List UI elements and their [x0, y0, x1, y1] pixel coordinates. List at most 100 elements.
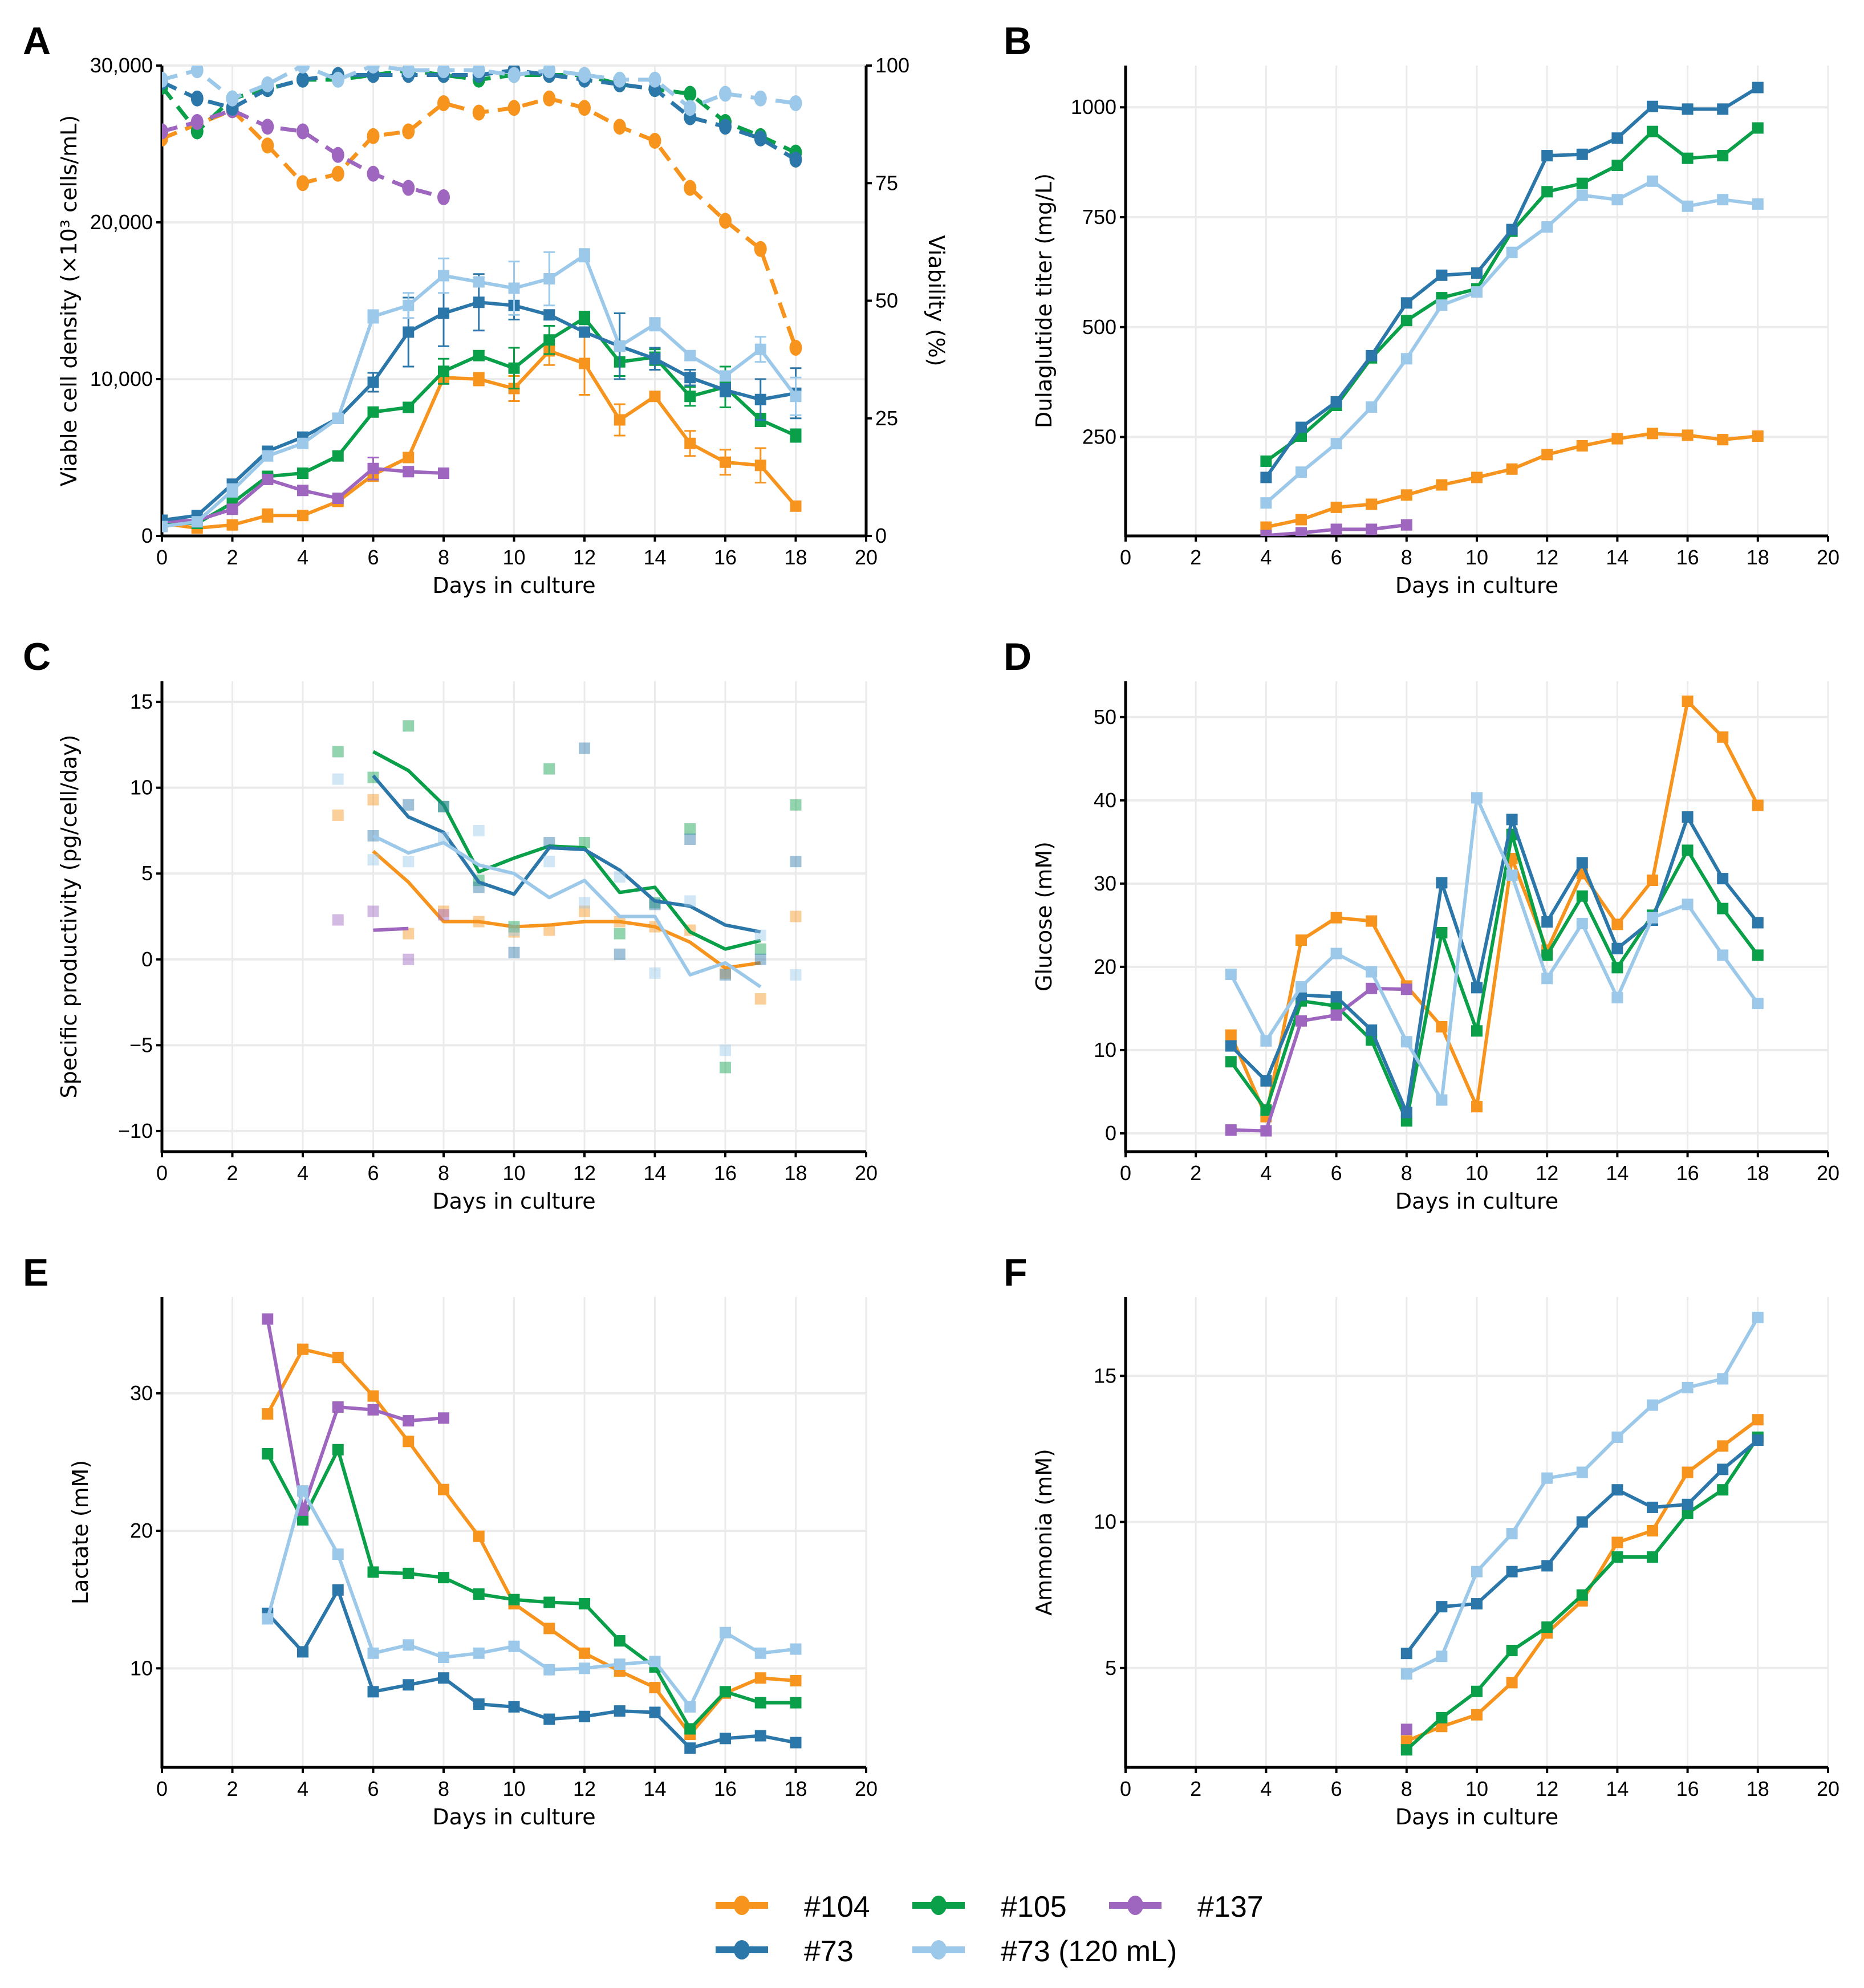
x-tick-label: 12: [573, 1777, 596, 1800]
data-point: [332, 1444, 344, 1456]
data-point: [1436, 1721, 1448, 1733]
data-point-raw: [790, 969, 802, 981]
data-point: [649, 1706, 661, 1718]
data-point: [332, 412, 344, 424]
data-point: [1330, 991, 1342, 1003]
data-point: [1330, 1009, 1342, 1021]
data-point: [1296, 514, 1307, 526]
data-point: [438, 1572, 449, 1584]
x-tick-label: 10: [502, 546, 525, 569]
data-point: [262, 510, 274, 522]
data-point: [754, 1730, 766, 1742]
data-point: [720, 1733, 731, 1745]
x-tick-label: 14: [1606, 1161, 1629, 1185]
data-point: [579, 326, 590, 338]
data-point: [1576, 1466, 1588, 1478]
data-point: [1682, 899, 1694, 910]
series-s73: [1260, 82, 1764, 483]
x-tick-label: 10: [1465, 546, 1488, 569]
data-point-raw: [438, 831, 449, 843]
data-point: [790, 500, 802, 512]
data-point: [1682, 1381, 1694, 1393]
data-point: [367, 128, 380, 144]
data-point: [1296, 1015, 1307, 1027]
x-tick-label: 10: [502, 1161, 525, 1185]
data-point: [1752, 1311, 1764, 1323]
data-point: [472, 104, 485, 121]
data-point-raw: [367, 854, 379, 866]
data-point: [543, 1713, 555, 1725]
y-tick-label: 1000: [1071, 95, 1116, 119]
x-axis-title: Days in culture: [1395, 573, 1558, 598]
data-point: [720, 1686, 731, 1698]
data-point: [1471, 286, 1483, 298]
data-point: [403, 401, 415, 413]
data-point: [1436, 269, 1448, 281]
data-point: [438, 365, 449, 377]
data-point: [1647, 912, 1658, 924]
y-tick-label: 10: [1094, 1038, 1116, 1062]
x-tick-label: 12: [573, 546, 596, 569]
panel-letter: F: [1004, 1251, 1028, 1294]
x-tick-label: 0: [156, 1777, 168, 1800]
data-point: [1576, 177, 1588, 189]
data-point: [614, 1635, 626, 1647]
data-point-raw: [508, 924, 520, 936]
series-s137: [1400, 1723, 1412, 1735]
data-point: [1576, 1516, 1588, 1528]
x-tick-label: 18: [1747, 546, 1769, 569]
y2-axis-title: Viability (%): [924, 235, 949, 366]
series-s137: [1225, 982, 1412, 1137]
y2-tick-label: 100: [875, 54, 909, 77]
series-line: [1229, 796, 1760, 1102]
data-point: [1366, 915, 1378, 927]
x-tick-label: 14: [643, 546, 666, 569]
series-line: [162, 316, 797, 525]
data-point-raw: [438, 905, 449, 917]
data-point: [1752, 998, 1764, 1010]
series-s73b: [332, 773, 802, 1056]
series-s137: [1260, 519, 1412, 536]
data-point-raw: [720, 969, 731, 981]
data-point: [1682, 152, 1694, 164]
y-tick-label: 10,000: [90, 367, 153, 391]
data-point: [403, 299, 415, 311]
data-point-raw: [508, 946, 520, 958]
data-point: [1366, 498, 1378, 510]
x-axis-title: Days in culture: [432, 1804, 595, 1830]
y-tick-label: 15: [130, 690, 153, 713]
data-point: [614, 340, 626, 352]
x-tick-label: 18: [784, 1161, 807, 1185]
y-tick-label: −10: [118, 1119, 153, 1143]
data-point: [1436, 1650, 1448, 1662]
data-point: [754, 1697, 766, 1709]
data-point: [1611, 1536, 1623, 1548]
data-point: [1576, 189, 1588, 201]
data-point: [789, 340, 802, 356]
x-tick-label: 2: [226, 1161, 238, 1185]
data-point-raw: [684, 834, 696, 845]
x-tick-label: 2: [1190, 1777, 1201, 1800]
data-point: [1752, 799, 1764, 811]
data-point: [1225, 1124, 1237, 1136]
series-line: [266, 1319, 444, 1512]
data-point: [1541, 949, 1553, 961]
data-point-raw: [720, 1044, 731, 1056]
y-tick-label: 10: [130, 776, 153, 799]
data-point: [790, 1697, 802, 1709]
data-point: [1752, 949, 1764, 961]
data-point: [1717, 103, 1729, 115]
data-point: [1330, 523, 1342, 535]
series-s73b: [1400, 1311, 1764, 1680]
data-point: [1682, 429, 1694, 441]
x-tick-label: 10: [1465, 1777, 1488, 1800]
plot-area: [1260, 82, 1764, 536]
data-point: [162, 521, 168, 532]
y-tick-label: 5: [1105, 1656, 1116, 1680]
data-point: [754, 130, 767, 147]
series-s137: [332, 905, 449, 965]
data-point: [1682, 1466, 1694, 1478]
data-point: [402, 123, 415, 140]
data-point: [1541, 186, 1553, 198]
data-point: [1717, 434, 1729, 446]
